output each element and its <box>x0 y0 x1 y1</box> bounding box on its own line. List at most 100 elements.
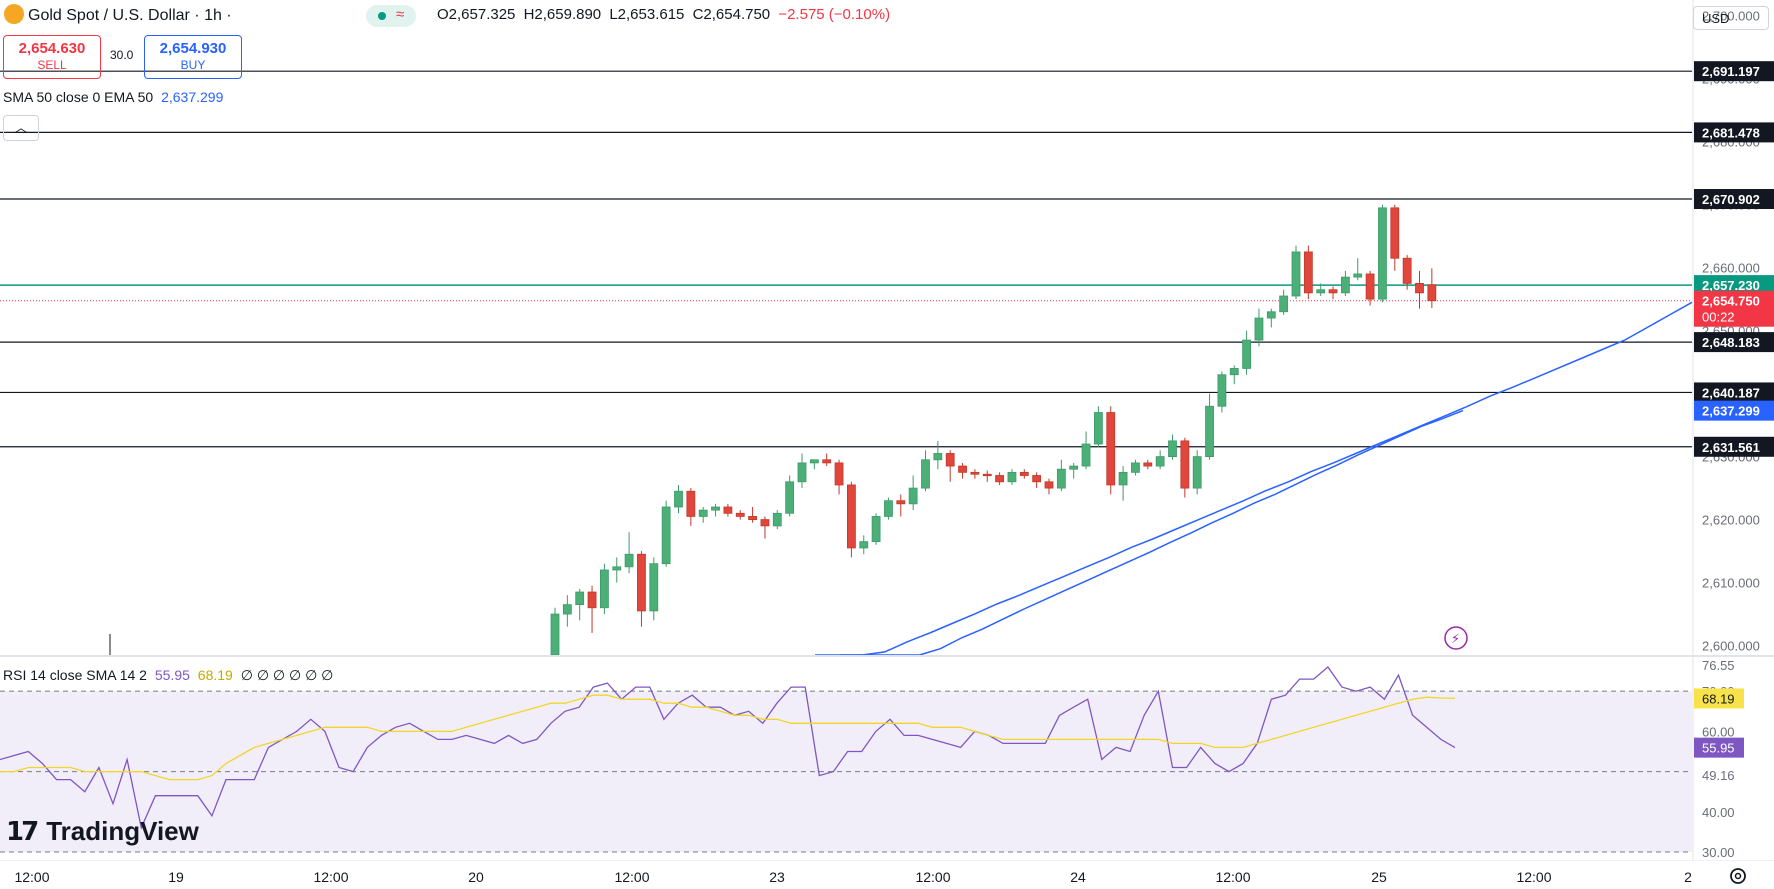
candle <box>1131 459 1140 476</box>
candle <box>1044 478 1054 495</box>
rsi-line <box>0 666 1456 830</box>
candle <box>1032 472 1042 489</box>
candle-body <box>1106 412 1116 486</box>
candle-body <box>735 512 745 517</box>
candle-body <box>1242 339 1251 369</box>
candle <box>674 484 683 514</box>
rsi-sma-label: 68.19 <box>1702 691 1735 706</box>
candle <box>1402 255 1412 290</box>
level-label-bg <box>1694 189 1774 210</box>
symbol-title: Gold Spot / U.S. Dollar · 1h · <box>28 7 232 24</box>
candle-body <box>772 512 782 527</box>
ema-50-line <box>815 409 1464 656</box>
candle-body <box>1254 317 1264 341</box>
candle <box>1217 371 1227 413</box>
candle <box>958 462 967 479</box>
price-tick-label: 2,610.000 <box>1702 576 1760 591</box>
candle <box>550 607 560 656</box>
candle <box>1007 469 1017 485</box>
candle-body <box>1081 443 1091 467</box>
candle <box>921 450 930 492</box>
buy-button[interactable]: 2,654.930 BUY <box>144 35 242 79</box>
ema-indicator-legend[interactable]: SMA 50 close 0 EMA 50 2,637.299 <box>3 89 223 105</box>
candle <box>982 470 992 482</box>
candle-body <box>1328 289 1338 294</box>
candle <box>871 513 881 545</box>
rsi-value-label-bg <box>1694 737 1744 758</box>
candle <box>1180 437 1190 498</box>
gold-icon <box>4 4 24 24</box>
level-label: 2,670.902 <box>1702 192 1760 207</box>
candle-body <box>1168 440 1177 458</box>
candle-body <box>1205 405 1214 458</box>
candle <box>1365 270 1375 306</box>
candle <box>995 472 1004 485</box>
candle-body <box>1019 471 1029 476</box>
currency-selector[interactable]: USD <box>1693 6 1769 30</box>
candle <box>884 497 893 520</box>
symbol-header[interactable]: Gold Spot / U.S. Dollar · 1h · <box>4 4 232 25</box>
sell-button[interactable]: 2,654.630 SELL <box>3 35 101 79</box>
candle <box>1106 406 1116 495</box>
rsi-legend[interactable]: RSI 14 close SMA 14 2 55.95 68.19 ∅ ∅ ∅ … <box>3 667 333 684</box>
candle-body <box>834 462 844 486</box>
candle-body <box>1180 440 1190 489</box>
candle <box>1378 204 1387 303</box>
candle <box>847 481 856 558</box>
ema-indicator-label: SMA 50 close 0 EMA 50 <box>3 89 154 105</box>
rsi-legend-label: RSI 14 close SMA 14 2 <box>3 667 147 683</box>
rsi-legend-extras: ∅ ∅ ∅ ∅ ∅ ∅ <box>240 667 334 683</box>
candle-body <box>847 484 856 549</box>
candle-body <box>661 506 671 565</box>
candle-body <box>1390 207 1400 259</box>
rsi-sma-line <box>0 694 1456 781</box>
level-label-bg <box>1694 61 1774 82</box>
lightning-icon[interactable]: ⚡ <box>1444 626 1468 650</box>
sma-50-line <box>840 301 1693 656</box>
price-tick-label: 2,620.000 <box>1702 513 1760 528</box>
candle <box>1254 308 1264 347</box>
candle-body <box>970 471 980 475</box>
candle <box>748 506 757 523</box>
chevron-up-icon: ︿ <box>14 120 28 135</box>
price-tick-label: 2,700.000 <box>1702 9 1760 24</box>
candle-body <box>1279 295 1289 313</box>
open-price-label-bg <box>1694 275 1774 296</box>
candle-body <box>760 519 770 527</box>
time-tick-label: 12:00 <box>614 869 649 885</box>
candle <box>1081 431 1091 470</box>
candle <box>760 516 770 539</box>
ohlc-change: −2.575 (−0.10%) <box>778 6 891 23</box>
countdown-label: 00:22 <box>1702 310 1735 325</box>
time-tick-label: 12:00 <box>1516 869 1551 885</box>
candle <box>1390 204 1400 271</box>
rsi-tick-label: 60.00 <box>1702 724 1735 739</box>
candle <box>562 595 572 627</box>
candle-body <box>896 500 906 505</box>
candle <box>896 494 906 517</box>
candle <box>1168 434 1177 460</box>
candle <box>1316 283 1326 297</box>
gear-icon[interactable] <box>1730 868 1746 884</box>
candle <box>785 475 795 517</box>
collapse-legend-button[interactable]: ︿ <box>3 115 39 141</box>
time-tick-label: 23 <box>769 869 785 885</box>
candle-body <box>600 569 609 609</box>
tradingview-logo: 17 TradingView <box>6 816 199 847</box>
candle-body <box>1007 471 1017 483</box>
candle-body <box>1118 471 1128 486</box>
rsi-sma-label-bg <box>1694 688 1744 709</box>
level-label-bg <box>1694 382 1774 403</box>
candle <box>908 475 918 511</box>
time-tick-label: 12:00 <box>14 869 49 885</box>
market-status-pill[interactable]: ≈ <box>366 5 416 27</box>
candle <box>797 453 807 489</box>
candle-body <box>1094 412 1103 445</box>
candle-body <box>550 613 560 656</box>
candle-body <box>698 509 708 517</box>
time-tick-label: 19 <box>168 869 184 885</box>
candle <box>1242 330 1251 375</box>
candle-body <box>908 487 918 505</box>
candle-body <box>1143 462 1153 467</box>
